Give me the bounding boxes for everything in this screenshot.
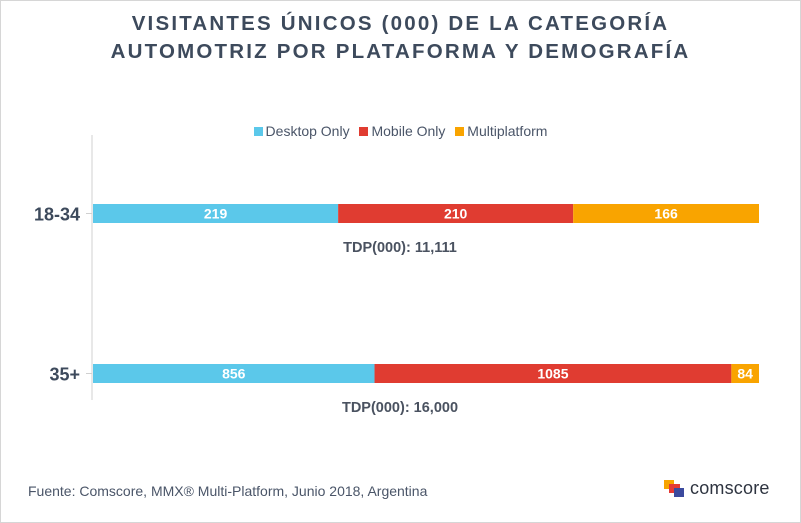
bar-35-multiplatform bbox=[731, 364, 759, 383]
category-label-18-34: 18-34 bbox=[34, 205, 80, 225]
bar-18-34-desktop-only bbox=[93, 204, 339, 223]
legend-label-multiplatform: Multiplatform bbox=[467, 123, 548, 139]
legend-swatch-mobile-only bbox=[359, 127, 369, 136]
chart-title-line-2: AUTOMOTRIZ POR PLATAFORMA Y DEMOGRAFÍA bbox=[110, 40, 691, 63]
chart-legend: Desktop Only Mobile Only Multiplatform bbox=[0, 123, 801, 139]
legend-label-mobile-only: Mobile Only bbox=[371, 123, 446, 139]
bar-annotation-18-34: TDP(000): 11,111 bbox=[343, 240, 457, 256]
bar-annotation-35: TDP(000): 16,000 bbox=[342, 400, 458, 416]
brand-name: comscore bbox=[690, 478, 770, 498]
bar-18-34-multiplatform bbox=[573, 204, 759, 223]
data-label-35-mobile-only: 1085 bbox=[537, 366, 568, 382]
comscore-logo-icon bbox=[664, 480, 684, 497]
chart-title: VISITANTES ÚNICOS (000) DE LA CATEGORÍA … bbox=[0, 10, 801, 66]
data-label-18-34-desktop-only: 219 bbox=[204, 206, 228, 222]
chart-title-line-1: VISITANTES ÚNICOS (000) DE LA CATEGORÍA bbox=[131, 12, 670, 35]
legend-swatch-multiplatform bbox=[455, 127, 465, 136]
bar-35-mobile-only bbox=[374, 364, 732, 383]
legend-item-mobile-only: Mobile Only bbox=[359, 123, 445, 139]
data-label-18-34-multiplatform: 166 bbox=[654, 206, 678, 222]
bar-35-desktop-only bbox=[93, 364, 375, 383]
data-label-18-34-mobile-only: 210 bbox=[444, 206, 468, 222]
category-label-35: 35+ bbox=[49, 365, 80, 385]
data-label-35-desktop-only: 856 bbox=[222, 366, 246, 382]
legend-swatch-desktop-only bbox=[253, 127, 263, 136]
brand-logo: comscore bbox=[664, 478, 770, 499]
legend-item-multiplatform: Multiplatform bbox=[455, 123, 547, 139]
legend-item-desktop-only: Desktop Only bbox=[253, 123, 350, 139]
source-note: Fuente: Comscore, MMX® Multi-Platform, J… bbox=[28, 483, 428, 499]
legend-label-desktop-only: Desktop Only bbox=[265, 123, 350, 139]
bar-18-34-mobile-only bbox=[338, 204, 574, 223]
data-label-35-multiplatform: 84 bbox=[737, 366, 753, 382]
